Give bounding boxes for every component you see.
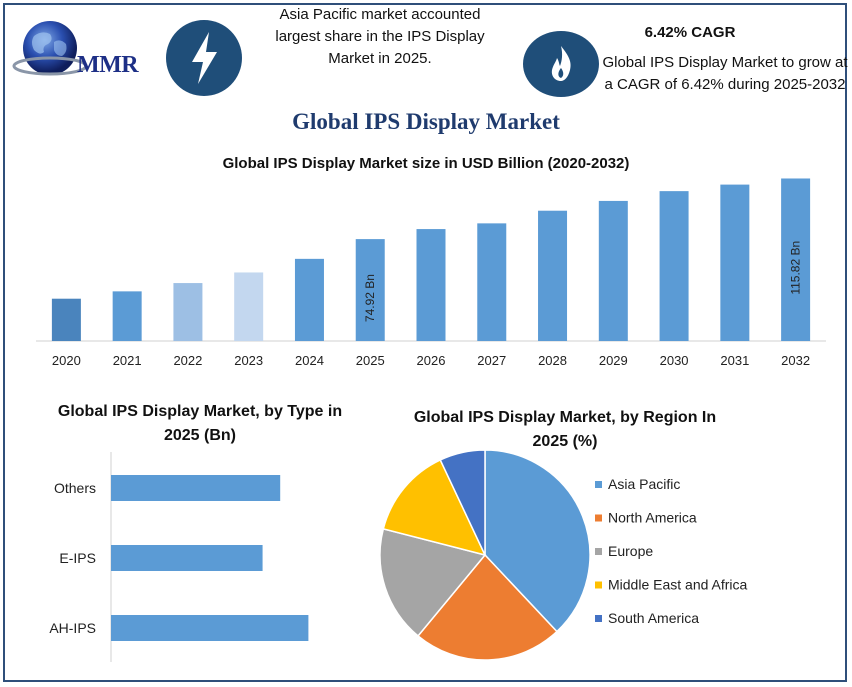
bar-chart-title: Global IPS Display Market size in USD Bi… — [222, 155, 630, 172]
legend-label-middle-east-and-africa: Middle East and Africa — [608, 577, 748, 593]
legend-label-asia-pacific: Asia Pacific — [608, 476, 680, 492]
data-label-2032: 115.82 Bn — [789, 241, 803, 295]
x-tick-2027: 2027 — [477, 353, 506, 368]
bar-2025 — [355, 239, 385, 341]
bar-2022 — [173, 283, 203, 341]
bar-2027 — [477, 223, 507, 341]
pie-slice-middle-east-and-africa — [382, 458, 487, 557]
region-pie-chart: Asia Pacific North America Europe Middle Ea… — [379, 449, 748, 661]
bar-2021 — [112, 291, 142, 341]
x-tick-2032: 2032 — [781, 353, 810, 368]
market-size-bar-chart: 2020 2021 2022 2023 2024 2025 74.92 Bn 2026 2027… — [36, 178, 826, 368]
x-tick-2021: 2021 — [113, 353, 142, 368]
x-tick-2031: 2031 — [720, 353, 749, 368]
region-chart-title: Global IPS Display Market, by Region In … — [413, 409, 717, 450]
x-tick-2026: 2026 — [417, 353, 446, 368]
legend-swatch-north-america — [595, 514, 602, 522]
x-tick-2024: 2024 — [295, 353, 324, 368]
cagr-note: Global IPS Display Market to grow at a C… — [602, 54, 848, 93]
bar-2030 — [659, 191, 689, 341]
x-tick-2029: 2029 — [599, 353, 628, 368]
x-tick-2028: 2028 — [538, 353, 567, 368]
type-label-e-ips: E-IPS — [59, 550, 96, 566]
type-bar-others — [111, 475, 281, 501]
x-tick-2020: 2020 — [52, 353, 81, 368]
header-note: Asia Pacific market accounted largest sh… — [275, 6, 485, 67]
bar-2029 — [598, 200, 628, 341]
x-tick-2023: 2023 — [234, 353, 263, 368]
cagr-title: 6.42% CAGR — [644, 24, 736, 41]
bar-2023 — [234, 272, 264, 341]
legend-swatch-asia-pacific — [595, 481, 602, 488]
bar-2020 — [51, 298, 81, 341]
data-label-2025: 74.92 Bn — [363, 274, 377, 322]
pie-slice-asia-pacific — [484, 449, 591, 633]
type-label-others: Others — [54, 480, 96, 496]
legend-swatch-south-america — [595, 615, 602, 622]
type-label-ah-ips: AH-IPS — [49, 620, 96, 636]
pie-slice-north-america — [417, 553, 558, 661]
x-tick-2025: 2025 — [356, 353, 385, 368]
legend-label-europe: Europe — [608, 543, 653, 559]
legend-label-south-america: South America — [608, 610, 699, 626]
globe-logo-icon — [12, 21, 88, 76]
legend-swatch-europe — [595, 548, 602, 555]
page-title: Global IPS Display Market — [292, 109, 560, 134]
lightning-bolt-icon — [166, 20, 242, 96]
brand-logo-text: MMR — [77, 52, 139, 78]
legend-label-north-america: North America — [608, 510, 697, 526]
type-bar-chart: Others E-IPS AH-IPS — [49, 452, 309, 662]
bar-2024 — [294, 258, 324, 341]
x-tick-2022: 2022 — [173, 353, 202, 368]
type-bar-ah-ips — [111, 615, 309, 641]
x-tick-2030: 2030 — [660, 353, 689, 368]
pie-slice-south-america — [439, 449, 486, 556]
type-chart-title: Global IPS Display Market, by Type in 20… — [57, 403, 343, 444]
bar-2031 — [720, 184, 750, 341]
pie-slice-europe — [379, 527, 487, 637]
bar-2032 — [781, 178, 811, 341]
type-bar-e-ips — [111, 545, 263, 571]
legend-swatch-middle-east-and-africa — [595, 581, 602, 589]
bar-2026 — [416, 229, 446, 341]
bar-2028 — [538, 210, 568, 341]
flame-icon — [523, 31, 599, 97]
